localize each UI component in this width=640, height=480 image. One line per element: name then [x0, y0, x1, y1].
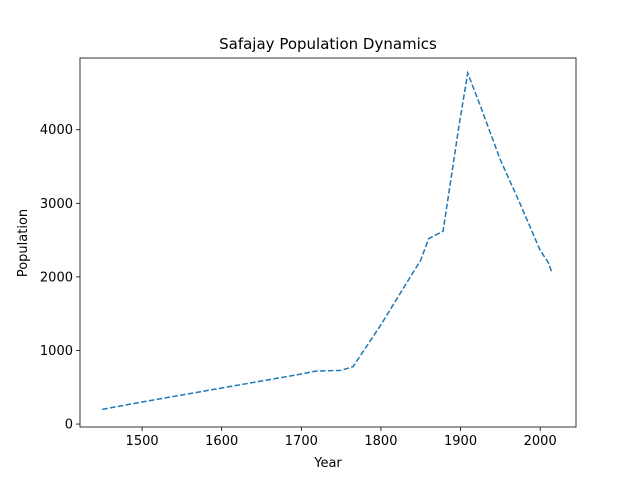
x-tick-label: 1900 — [444, 434, 477, 449]
x-tick-label: 2000 — [524, 434, 557, 449]
series-layer — [102, 70, 553, 411]
x-tick-label: 1700 — [285, 434, 318, 449]
x-tick-label: 1800 — [364, 434, 397, 449]
y-tick-label: 0 — [65, 418, 73, 433]
y-tick-label: 2000 — [40, 270, 73, 285]
x-axis-label: Year — [313, 456, 342, 471]
y-tick-label: 4000 — [40, 123, 73, 138]
x-tick-label: 1600 — [205, 434, 238, 449]
y-tick-label: 3000 — [40, 197, 73, 212]
x-axis-ticks: 1500 1600 1700 1800 1900 2000 — [126, 427, 557, 449]
y-axis-label: Population — [16, 209, 31, 277]
series-line-0 — [102, 70, 553, 411]
plot-area-frame — [79, 57, 577, 428]
y-tick-label: 1000 — [40, 344, 73, 359]
y-axis-ticks: 0 1000 2000 3000 4000 — [40, 123, 80, 433]
chart-title: Safajay Population Dynamics — [219, 35, 437, 53]
x-tick-label: 1500 — [126, 434, 159, 449]
